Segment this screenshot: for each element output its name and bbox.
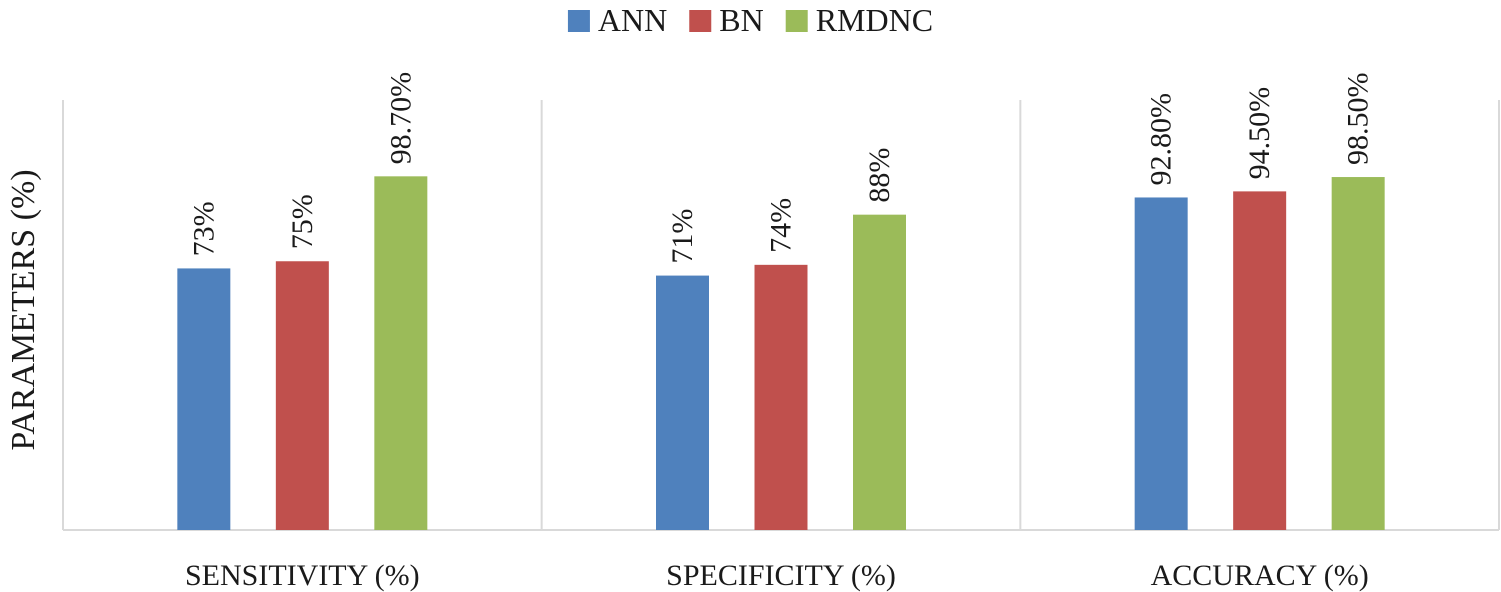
legend-swatch [689, 10, 712, 32]
data-label: 73% [187, 201, 220, 256]
bar [1233, 191, 1287, 530]
bar [374, 176, 428, 530]
category-label: SPECIFICITY (%) [666, 559, 896, 592]
bar [275, 261, 329, 530]
bar [1134, 197, 1188, 530]
bar [853, 214, 906, 530]
data-label: 75% [286, 194, 319, 249]
bar [754, 264, 808, 530]
bar [1331, 177, 1385, 530]
category-labels: SENSITIVITY (%) SPECIFICITY (%) ACCURACY (… [185, 559, 1369, 592]
legend-swatch [785, 10, 808, 32]
data-label: 94.50% [1243, 87, 1276, 180]
category-label: ACCURACY (%) [1151, 559, 1369, 592]
bar [656, 275, 709, 530]
legend-swatch [567, 10, 590, 32]
legend-item-label: RMDNC [816, 2, 933, 38]
data-label: 74% [765, 198, 798, 253]
bar [177, 268, 231, 530]
legend-item-label: BN [719, 2, 763, 38]
data-label: 92.80% [1145, 93, 1178, 186]
y-axis-label: PARAMETERS (%) [5, 169, 42, 450]
data-label: 71% [666, 209, 699, 264]
legend-item-label: ANN [598, 2, 667, 38]
data-label: 98.50% [1342, 73, 1375, 166]
value-labels: 73% 75% 98.70% 71% 74% 88% 92.80% 94.50% 98.50% [187, 72, 1374, 264]
data-label: 98.70% [384, 72, 417, 165]
bars [177, 176, 1385, 530]
category-label: SENSITIVITY (%) [185, 559, 420, 592]
data-label: 88% [863, 148, 896, 203]
legend: ANN BN RMDNC [567, 2, 933, 38]
